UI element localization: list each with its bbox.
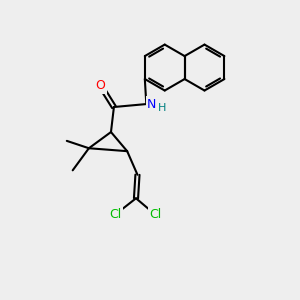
Text: O: O — [96, 79, 106, 92]
Text: N: N — [147, 98, 156, 111]
Text: Cl: Cl — [109, 208, 122, 221]
Text: H: H — [158, 103, 167, 112]
Text: Cl: Cl — [149, 208, 161, 221]
